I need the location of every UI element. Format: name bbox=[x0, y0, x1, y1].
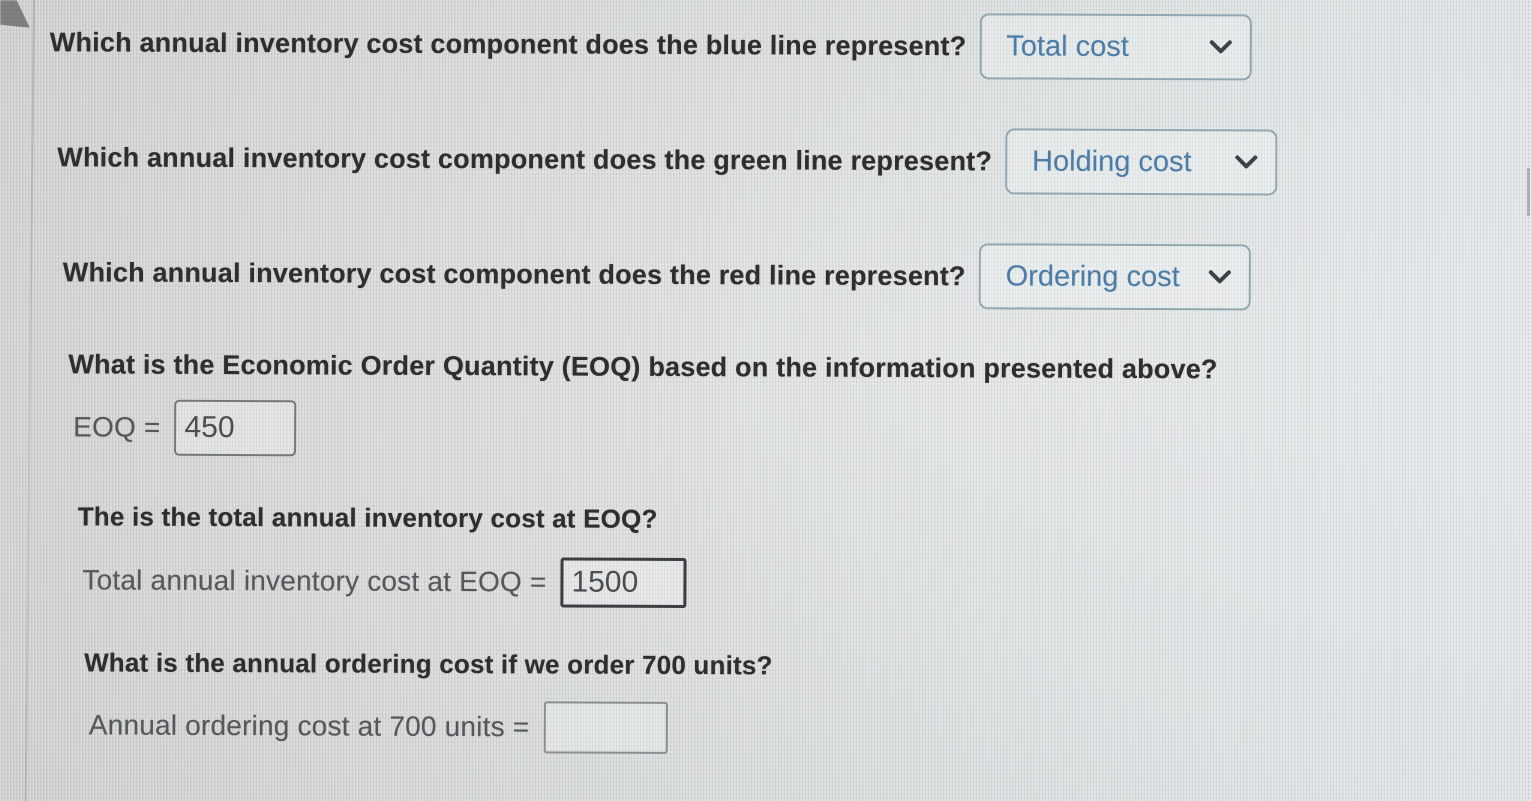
question-blue-line-text: Which annual inventory cost component do… bbox=[49, 26, 967, 61]
green-line-selected-value: Holding cost bbox=[1032, 145, 1192, 178]
question-total-cost-row: The is the total annual inventory cost a… bbox=[78, 501, 658, 535]
question-ordering-cost-text: What is the annual ordering cost if we o… bbox=[84, 647, 773, 681]
green-line-select[interactable]: Holding cost bbox=[1004, 128, 1278, 196]
blue-line-selected-value: Total cost bbox=[1006, 29, 1129, 63]
question-green-line-row: Which annual inventory cost component do… bbox=[57, 124, 1278, 196]
question-red-line-row: Which annual inventory cost component do… bbox=[62, 239, 1251, 311]
blue-line-select[interactable]: Total cost bbox=[979, 13, 1252, 81]
chevron-down-icon bbox=[1209, 40, 1232, 54]
ordering-cost-answer-row: Annual ordering cost at 700 units = bbox=[89, 699, 668, 754]
question-eoq-text: What is the Economic Order Quantity (EOQ… bbox=[68, 349, 1218, 385]
total-cost-answer-label: Total annual inventory cost at EOQ = bbox=[82, 564, 547, 598]
question-red-line-text: Which annual inventory cost component do… bbox=[62, 256, 966, 291]
red-line-selected-value: Ordering cost bbox=[1005, 259, 1180, 293]
ordering-cost-input[interactable] bbox=[543, 701, 668, 754]
scrollbar-sliver bbox=[1527, 168, 1530, 216]
question-ordering-cost-row: What is the annual ordering cost if we o… bbox=[84, 647, 773, 681]
total-cost-input[interactable] bbox=[560, 557, 687, 609]
eoq-answer-row: EOQ = bbox=[73, 399, 297, 457]
question-total-cost-text: The is the total annual inventory cost a… bbox=[77, 501, 658, 534]
total-cost-answer-row: Total annual inventory cost at EOQ = bbox=[82, 555, 687, 609]
chevron-down-icon bbox=[1235, 155, 1258, 169]
ordering-cost-answer-label: Annual ordering cost at 700 units = bbox=[88, 709, 530, 743]
red-line-select[interactable]: Ordering cost bbox=[978, 243, 1251, 311]
question-green-line-text: Which annual inventory cost component do… bbox=[57, 141, 993, 176]
chevron-down-icon bbox=[1208, 270, 1231, 284]
question-blue-line-row: Which annual inventory cost component do… bbox=[49, 9, 1252, 81]
question-eoq-row: What is the Economic Order Quantity (EOQ… bbox=[68, 349, 1217, 385]
eoq-input[interactable] bbox=[174, 399, 297, 457]
eoq-answer-label: EOQ = bbox=[73, 411, 161, 443]
